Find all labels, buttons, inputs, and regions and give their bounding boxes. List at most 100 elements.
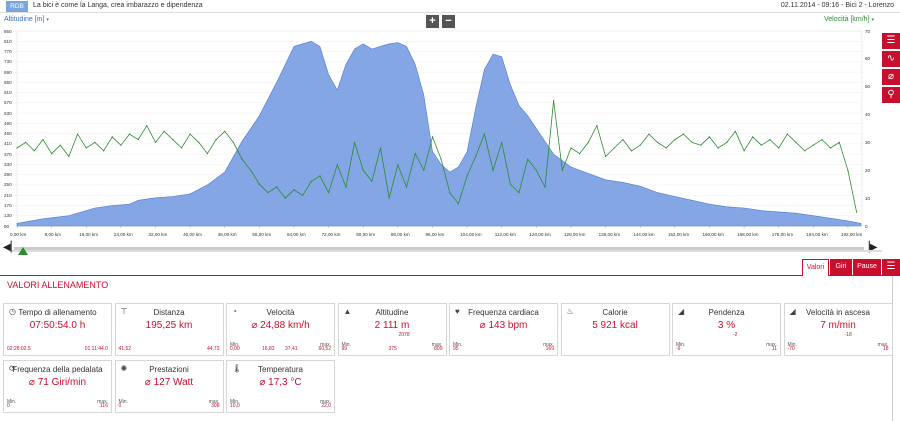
tab-giri[interactable]: Giri (830, 259, 852, 276)
speed-point (163, 130, 165, 132)
speed-point (59, 144, 61, 146)
speed-point (579, 153, 581, 155)
x-tick-label: 120,00 km (529, 232, 551, 237)
stat-card-cadenza[interactable]: ⟳ Frequenza della pedalata ⌀ 71 Giri/min Mi… (3, 360, 112, 413)
speed-point (449, 192, 451, 194)
top-bar: RDB La bici è come la Langa, crea imbara… (0, 0, 900, 13)
speed-point (795, 141, 797, 143)
right-tick-label: 30 (865, 139, 871, 145)
stat-max-value: 116 (100, 403, 108, 409)
scroll-track[interactable] (14, 247, 864, 250)
stat-right-value: 44,73 (206, 346, 220, 352)
left-tick-label: 650 (4, 79, 12, 85)
cadence-icon: ⟳ (9, 364, 16, 373)
min-label: Min. (118, 399, 128, 405)
speed-point (250, 169, 252, 171)
workout-meta: 02.11.2014 - 09:16 - Bici 2 - Lorenzo (780, 2, 894, 9)
speed-point (648, 133, 650, 135)
stat-title: Frequenza cardiaca (468, 308, 539, 317)
section-title: VALORI ALLENAMENTO (7, 280, 109, 290)
stat-card-calorie[interactable]: ♨ Calorie 5 921 kcal (560, 303, 670, 356)
app-logo[interactable]: RDB (6, 1, 28, 12)
right-tick-label: 60 (865, 56, 871, 62)
climb-icon: ◢ (789, 307, 796, 316)
speed-point (215, 139, 217, 141)
speed-point (691, 141, 693, 143)
left-tick-label: 690 (4, 69, 12, 75)
stat-value: 2 111 m (374, 320, 410, 331)
speed-point (440, 158, 442, 160)
stat-card-temp[interactable]: 🌡 Temperatura ⌀ 17,3 °C Min. max. 10,0 22,0 (226, 360, 335, 413)
stat-card-fc[interactable]: ♥ Frequenza cardiaca ⌀ 143 bpm Min. max. 95 16… (449, 303, 558, 356)
stat-card-altitudine[interactable]: ▲ Altitudine 2 111 m 2078 Min. max. 99 809 375 (337, 303, 447, 356)
speed-point (16, 147, 18, 149)
zoom-out-button[interactable]: − (442, 15, 455, 28)
speed-point (596, 125, 598, 127)
left-tick-label: 730 (4, 59, 12, 65)
right-scrollbar[interactable] (892, 276, 893, 421)
zoom-in-button[interactable]: + (426, 15, 439, 28)
stat-title: Prestazioni (149, 365, 189, 374)
speed-point (760, 144, 763, 146)
list-icon[interactable]: ☰ (882, 33, 900, 49)
speed-point (544, 186, 546, 188)
stat-value: ⌀ 24,88 km/h (251, 320, 310, 331)
speed-point (769, 139, 771, 141)
stat-title: Velocità (266, 308, 295, 317)
right-tick-label: 50 (865, 84, 871, 90)
x-tick-label: 48,00 km (217, 232, 237, 237)
speed-point (752, 136, 754, 138)
stat-card-pendenza[interactable]: ◢ Pendenza 3 % -2 Min. max. -9 11 (672, 303, 781, 356)
range-scroller[interactable]: ◀▏ ▕▶ (0, 240, 900, 256)
stat-title: Velocità in ascesa (805, 308, 871, 317)
stat-card-vasc[interactable]: ◢ Velocità in ascesa 7 m/min -18 Min. max. -70… (783, 303, 893, 356)
speed-point (120, 144, 122, 146)
x-tick-label: 112,00 km (494, 232, 516, 237)
left-tick-label: 570 (4, 100, 12, 106)
speed-point (388, 197, 390, 199)
speed-axis-label[interactable]: Velocità [km/h] ▾ (824, 16, 874, 23)
speed-point (527, 158, 529, 160)
speed-point (708, 136, 711, 138)
altitude-axis-label[interactable]: Altitudine [m] ▾ (4, 16, 49, 23)
map-marker-icon[interactable]: ⚲ (882, 87, 900, 103)
speed-point (613, 147, 615, 149)
stat-max-value: 809 (434, 346, 443, 352)
stat-title: Distanza (153, 308, 185, 317)
stat-card-tempo[interactable]: ◷ Tempo di allenamento 07:50:54.0 h 02:28:0… (3, 303, 112, 356)
tab-valori[interactable]: Valori (802, 259, 829, 276)
speed-point (553, 100, 555, 102)
left-tick-label: 250 (4, 182, 12, 188)
stat-card-distanza[interactable]: ⊤ Distanza 195,25 km 41,52 44,73 (114, 303, 224, 356)
speed-point (587, 141, 589, 143)
speed-point (665, 147, 667, 149)
stat-left-value: 02:28:02.5 (7, 346, 31, 352)
tab-pause[interactable]: Pause (853, 259, 881, 276)
speed-point (475, 155, 477, 157)
left-tick-label: 290 (4, 172, 12, 178)
min-label: Min. (230, 399, 240, 405)
speed-point (717, 147, 719, 149)
profile-chart[interactable] (0, 0, 900, 245)
x-tick-label: 160,00 km (702, 232, 724, 237)
scroll-left-icon[interactable]: ◀▏ (3, 242, 19, 253)
x-tick-label: 0,00 km (10, 232, 27, 237)
speed-line (16, 100, 857, 213)
scroll-right-icon[interactable]: ▕▶ (862, 242, 878, 253)
right-tick-label: 20 (865, 167, 871, 173)
stat-card-potenza[interactable]: ✺ Prestazioni ⌀ 127 Watt Min. max. 0 308 (114, 360, 224, 413)
timeline-marker[interactable] (18, 247, 28, 255)
stat-title: Frequenza della pedalata (12, 365, 103, 374)
slope-icon[interactable]: ⌀ (882, 69, 900, 85)
speed-point (561, 169, 563, 171)
menu-list-icon[interactable]: ☰ (882, 259, 900, 276)
speed-point (241, 158, 243, 160)
x-tick-label: 128,00 km (563, 232, 586, 237)
speed-point (821, 139, 823, 141)
speed-point (656, 141, 659, 143)
speed-point (397, 164, 399, 166)
speedometer-icon: ◔ (232, 307, 237, 316)
line-chart-icon[interactable]: ∿ (882, 51, 900, 67)
stat-max-value: 308 (211, 403, 220, 409)
stat-card-velocita[interactable]: ◔ Velocità ⌀ 24,88 km/h Min. max. 0,00 60,52 16… (226, 303, 335, 356)
